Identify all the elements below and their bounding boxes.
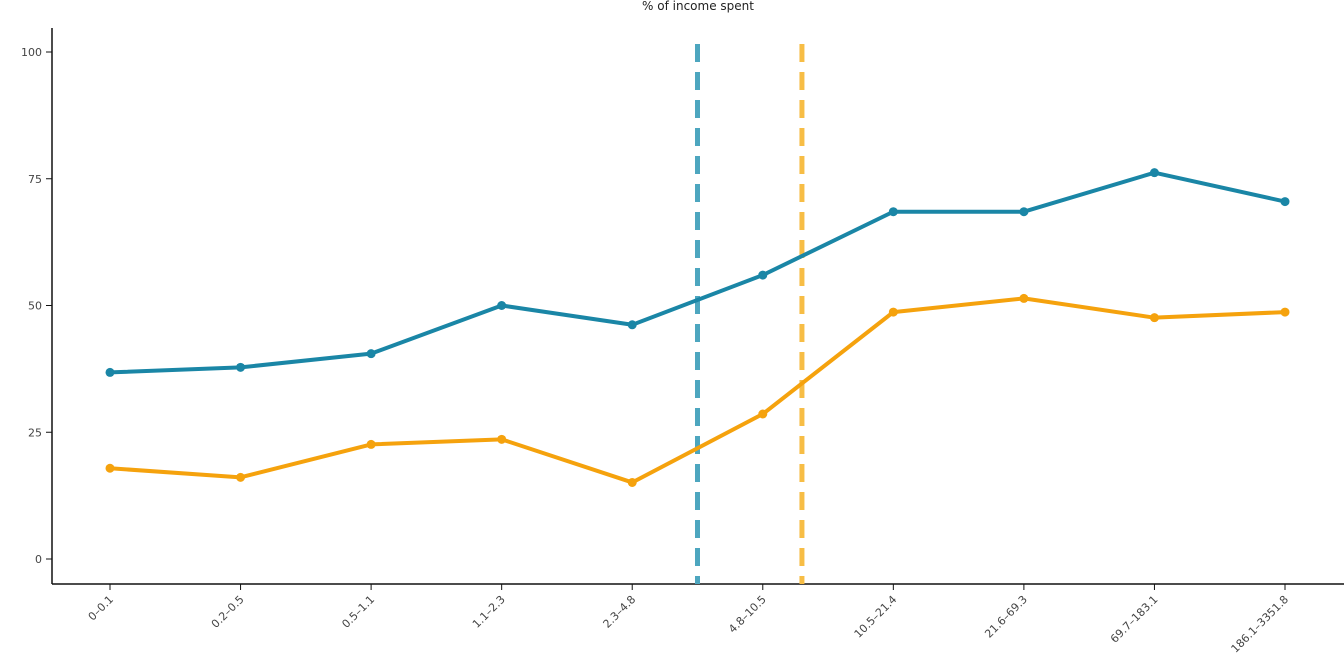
series-line-2	[108, 296, 1287, 485]
series-2-point	[105, 463, 115, 473]
series-2-point	[1280, 307, 1290, 317]
series-1-point	[888, 207, 898, 217]
y-tick-label: 100	[21, 46, 42, 59]
x-tick-label: 0–0.1	[86, 593, 116, 623]
series-line-1	[108, 170, 1287, 375]
series-1-point	[497, 301, 507, 310]
series-2-point	[1149, 313, 1159, 323]
x-tick-label: 0.2–0.5	[209, 593, 247, 631]
series-2-point	[758, 409, 768, 419]
series-1-point	[236, 362, 246, 372]
y-tick-label: 75	[28, 173, 42, 186]
chart-title: % of income spent	[642, 0, 754, 13]
x-tick-label: 186.1–3351.8	[1229, 593, 1292, 656]
y-tick-label: 0	[35, 553, 42, 566]
series-2-point	[1019, 293, 1029, 303]
series-2-point	[497, 434, 507, 444]
series-lines	[108, 170, 1287, 485]
y-tick-label: 25	[28, 426, 42, 439]
x-tick-label: 21.6–69.3	[982, 593, 1030, 641]
x-tick-label: 4.8–10.5	[726, 593, 769, 636]
series-points	[105, 168, 1290, 487]
series-1-point	[1280, 197, 1290, 207]
y-tick-label: 50	[28, 300, 42, 313]
series-1-point	[627, 320, 637, 330]
series-1-point	[1019, 207, 1029, 217]
series-2-point	[888, 307, 898, 317]
series-1-point	[1149, 168, 1159, 178]
axes: 0 25 50 75 100 0–0.1 0.2–0.5 0.5–1.1 1.1–2.3 2.3–…	[21, 28, 1344, 655]
series-2-point	[236, 472, 246, 482]
series-1-point	[758, 270, 768, 280]
x-tick-label: 10.5–21.4	[852, 593, 900, 641]
x-tick-label: 2.3–4.8	[601, 593, 639, 631]
reference-lines	[695, 44, 805, 584]
series-2-point	[627, 477, 637, 487]
series-2-point	[366, 439, 376, 449]
series-1-point	[366, 349, 376, 359]
x-tick-label: 1.1–2.3	[470, 593, 508, 631]
x-tick-label: 0.5–1.1	[339, 593, 377, 631]
x-tick-label: 69.7–183.1	[1108, 593, 1161, 646]
series-1-point	[105, 367, 115, 377]
